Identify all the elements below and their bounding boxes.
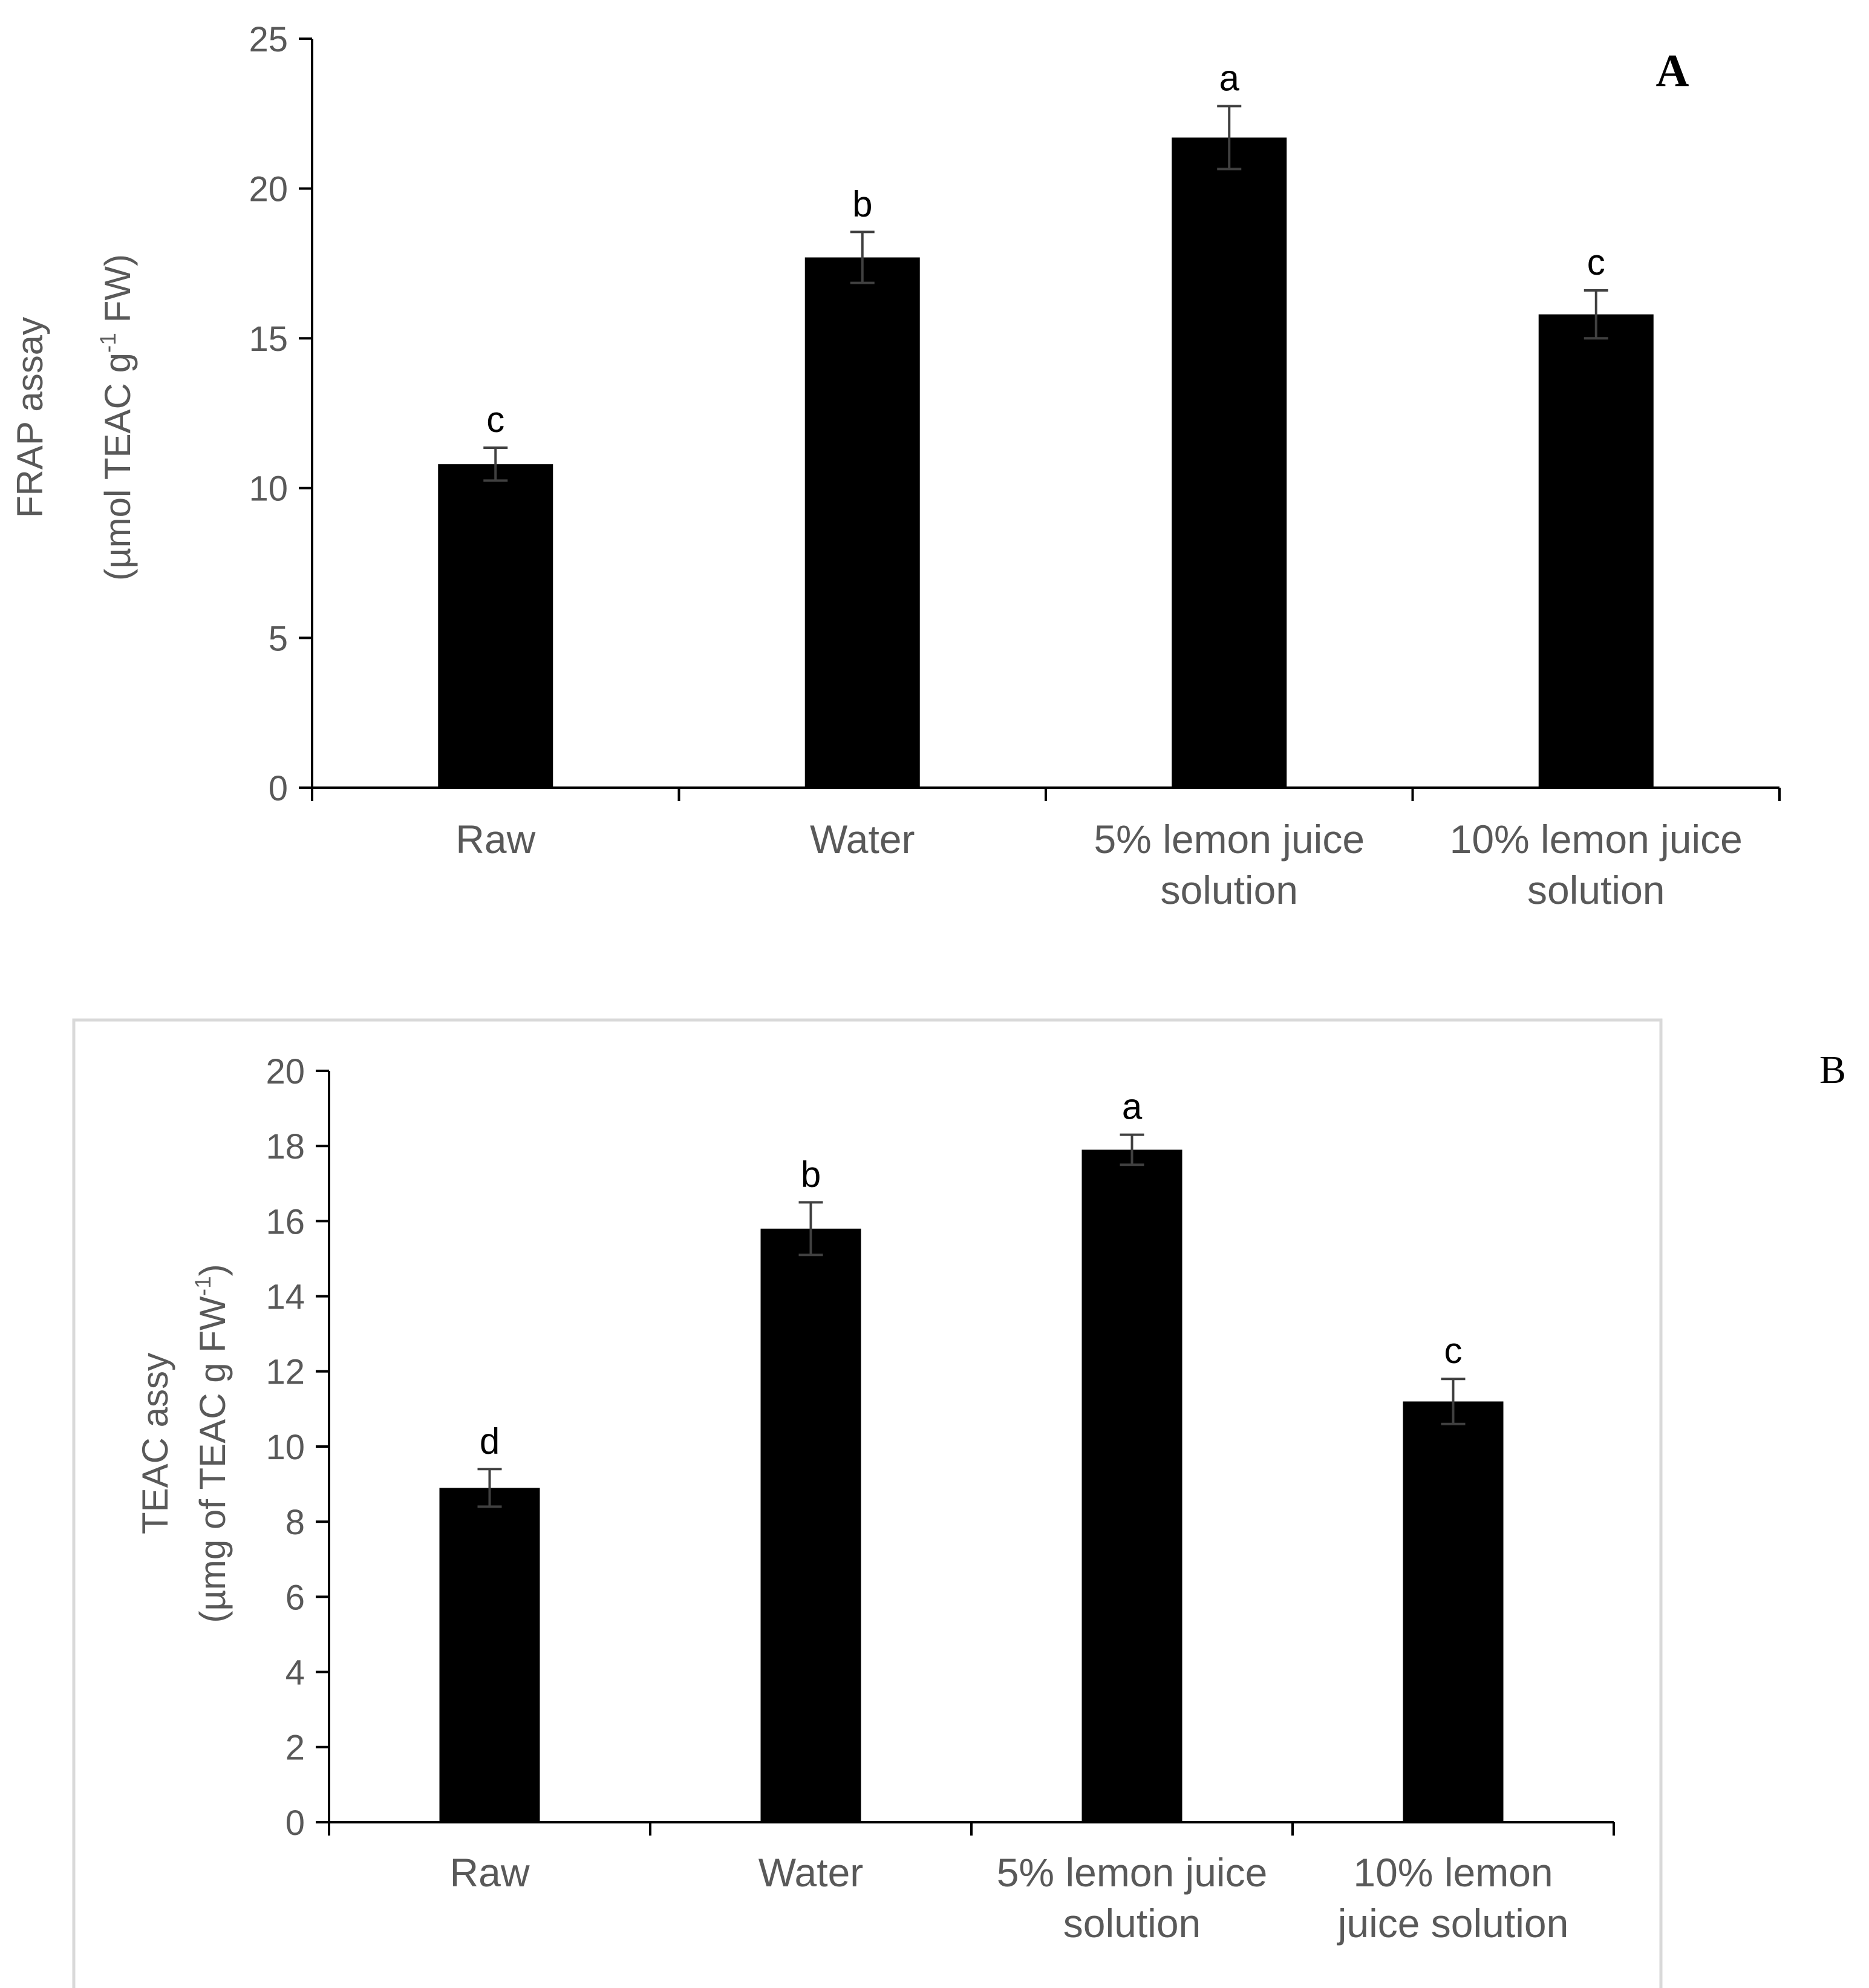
panel-b-y-tick-label: 10	[266, 1428, 305, 1467]
panel-a-y-tick-label: 20	[249, 169, 288, 209]
panel-b-significance-4: c	[1444, 1330, 1463, 1371]
panel-b-significance-3: a	[1122, 1087, 1143, 1127]
panel-a-bar-2	[804, 257, 920, 788]
panel-b-category-label-3: 5% lemon juice solution	[997, 1850, 1268, 1946]
panel-a-y-axis-title-line2: (µmol TEAC g-1 FW)	[95, 254, 138, 581]
panel-a-y-tick-label: 25	[249, 20, 288, 59]
panel-a-significance-2: b	[852, 183, 872, 224]
panel-a-letter: A	[1656, 45, 1689, 96]
panel-b-y-tick-label: 12	[266, 1353, 305, 1392]
panel-b-y-tick-label: 6	[285, 1578, 305, 1617]
panel-b-y-tick-label: 2	[285, 1728, 305, 1768]
panel-a-y-tick-label: 5	[269, 619, 288, 658]
panel-b-y-tick-label: 8	[285, 1503, 305, 1542]
panel-b-y-tick-label: 4	[285, 1653, 305, 1692]
panel-b-category-label-4: 10% lemon juice solution	[1337, 1850, 1569, 1946]
panel-a-significance-4: c	[1587, 242, 1605, 283]
panel-b-y-axis-title-line1: TEAC assy	[135, 1353, 175, 1534]
panel-a-category-label-4: 10% lemon juice solution	[1450, 817, 1743, 912]
panel-a-bar-3	[1172, 137, 1287, 788]
panel-b-y-tick-label: 0	[285, 1803, 305, 1843]
panel-a-y-tick-label: 10	[249, 469, 288, 509]
panel-b-y-tick-label: 20	[266, 1052, 305, 1091]
panel-b-chart: 0 2 4 6 8 10 12 14 16 18 20 d Raw b Water a 5% lemon jui…	[72, 1018, 1846, 1988]
panel-b-bar-4	[1403, 1401, 1504, 1822]
panel-a-category-label-3: 5% lemon juice solution	[1094, 817, 1365, 912]
panel-a-y-tick-label: 0	[269, 769, 288, 808]
panel-b-y-tick-label: 18	[266, 1127, 305, 1166]
panel-b-y-tick-label: 16	[266, 1202, 305, 1241]
panel-b-y-axis-title-line2: (µmg of TEAC g FW-1)	[190, 1264, 233, 1623]
panel-a-category-label-1: Raw	[455, 817, 535, 862]
panel-b-border	[72, 1018, 1663, 1988]
panel-a-bar-1	[438, 464, 553, 788]
panel-b-category-label-2: Water	[758, 1850, 864, 1895]
panel-a-significance-3: a	[1219, 57, 1240, 98]
panel-b-bar-3	[1081, 1149, 1182, 1822]
panel-b-y-tick-label: 14	[266, 1277, 305, 1316]
panel-a-bar-4	[1538, 314, 1654, 788]
panel-a-y-tick-label: 15	[249, 319, 288, 359]
panel-a-category-label-2: Water	[810, 817, 915, 862]
panel-b-category-label-1: Raw	[449, 1850, 529, 1895]
panel-b-bar-2	[760, 1228, 861, 1822]
panel-a-y-axis-title-line1: FRAP assay	[10, 317, 50, 518]
panel-a-significance-1: c	[486, 399, 504, 440]
panel-b-significance-2: b	[801, 1154, 821, 1194]
panel-a-chart: 0 5 10 15 20 25 c Raw b Water a 5% lemon juice solut…	[10, 20, 1781, 912]
panel-b-letter: B	[1819, 1048, 1846, 1092]
panel-b-significance-1: d	[480, 1421, 500, 1461]
panel-b-bar-1	[439, 1488, 540, 1822]
